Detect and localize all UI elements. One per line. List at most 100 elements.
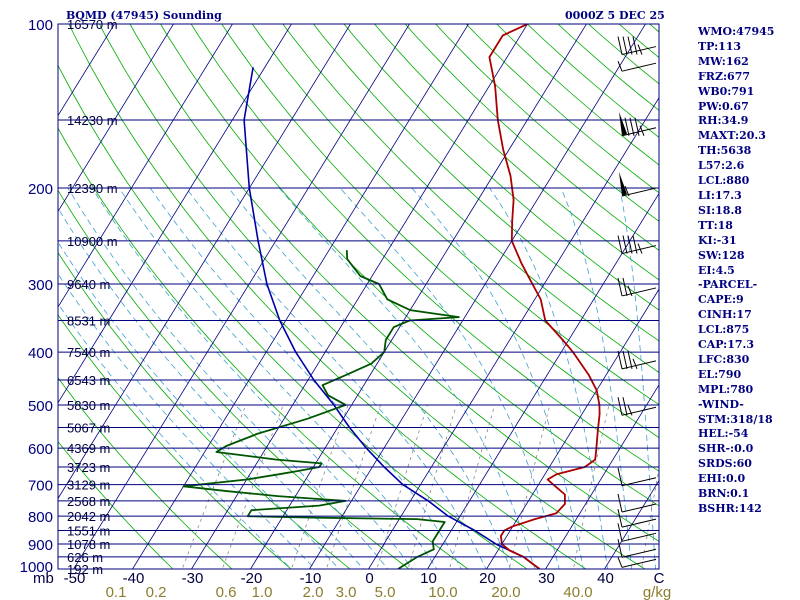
index-item: HEL:-54 (698, 427, 749, 441)
index-item: -PARCEL- (698, 278, 758, 292)
barb-feather (627, 350, 633, 369)
barb-staff (621, 558, 657, 568)
index-item: CINH:17 (698, 308, 752, 322)
index-item: TT:18 (698, 218, 733, 232)
barb-feather (634, 117, 640, 136)
height-label: 192 m (67, 562, 103, 577)
mixing-ratio-label: 3.0 (336, 584, 357, 600)
barb-feather (617, 467, 623, 486)
wind-barb (617, 397, 657, 416)
mixing-ratio-line (572, 404, 610, 569)
temperature-tick-label: 20 (479, 570, 496, 587)
pressure-tick-label: 500 (28, 398, 53, 415)
wind-barb (617, 557, 657, 568)
mixing-ratio-label: 10.0 (428, 584, 457, 600)
barb-feather (617, 36, 623, 55)
index-item: MPL:780 (698, 382, 754, 396)
dry-adiabat (129, 24, 659, 542)
barb-feather (632, 358, 638, 370)
pressure-tick-label: 700 (28, 478, 53, 495)
moist-adiabat (118, 187, 438, 569)
index-item: SI:18.8 (698, 203, 742, 217)
index-item: BRN:0.1 (698, 487, 750, 501)
mixing-ratio-line (181, 404, 247, 569)
barb-feather (622, 36, 628, 55)
barb-staff (621, 245, 657, 255)
index-item: LCL:880 (698, 174, 750, 188)
barb-pennant (619, 172, 627, 197)
wind-barb (617, 60, 657, 72)
index-item: CAP:17.3 (698, 338, 755, 352)
barb-feather (617, 277, 623, 297)
pressure-tick-label: 200 (28, 181, 53, 198)
height-label: 16570 m (67, 17, 118, 32)
index-item: SRDS:60 (698, 457, 752, 471)
moist-adiabat (58, 241, 340, 569)
temperature-trace (488, 24, 601, 569)
barb-feather (627, 235, 633, 254)
isotherm (0, 0, 12, 581)
index-item: FRZ:677 (698, 69, 751, 83)
mixing-ratio-line (221, 404, 284, 569)
moist-adiabat (149, 187, 462, 569)
dewpoint-trace (182, 250, 460, 569)
barb-feather (627, 36, 633, 55)
pressure-tick-label: 800 (28, 509, 53, 526)
mixing-ratio-label: 0.2 (146, 584, 167, 600)
isotherm (427, 192, 659, 569)
dry-adiabat (58, 440, 174, 569)
barb-staff (621, 406, 657, 416)
sounding-title: BQMD (47945) Sounding (66, 9, 222, 22)
wind-barb (617, 493, 657, 513)
barb-feather (637, 243, 643, 254)
pressure-tick-label: 900 (28, 537, 53, 554)
isotherm (58, 24, 174, 213)
mixing-ratio-line (641, 466, 659, 569)
isotherm (368, 97, 659, 569)
wind-barb (619, 111, 657, 137)
mixing-ratio-unit-label: g/kg (643, 584, 671, 600)
index-item: TH:5638 (698, 144, 752, 158)
index-item: TP:113 (698, 39, 742, 53)
height-label: 6543 m (67, 373, 110, 388)
barb-feather (629, 117, 635, 136)
barb-feather (617, 523, 623, 542)
isotherm (191, 24, 528, 569)
dry-adiabat (58, 314, 292, 569)
moist-adiabat (411, 187, 584, 569)
index-item: MW:162 (698, 54, 749, 68)
barb-feather (632, 235, 638, 254)
height-label: 1551 m (67, 524, 110, 539)
wind-barb (617, 36, 657, 56)
index-item: -WIND- (698, 397, 744, 411)
temperature-tick-label: 40 (597, 570, 614, 587)
isotherm (545, 384, 659, 569)
index-item: WMO:47945 (698, 25, 775, 38)
mixing-ratio-line (325, 404, 381, 569)
index-item: SW:128 (698, 248, 745, 262)
barb-feather (627, 405, 633, 416)
barb-feather (622, 350, 628, 369)
height-label: 2568 m (67, 494, 110, 509)
isotherm (250, 24, 587, 569)
isotherm (58, 24, 292, 404)
temperature-tick-label: -50 (64, 570, 86, 587)
mixing-ratio-line (407, 404, 457, 569)
pressure-tick-label: 400 (28, 345, 53, 362)
isotherm (58, 24, 351, 500)
dry-adiabat (58, 377, 233, 569)
index-item: PW:0.67 (698, 99, 749, 113)
height-label: 9640 m (67, 277, 110, 292)
index-item: KI:-31 (698, 233, 737, 247)
wind-barb (617, 509, 657, 528)
index-item: LCL:875 (698, 323, 750, 337)
moist-adiabat (58, 207, 364, 569)
mixing-ratio-label: 20.0 (491, 584, 520, 600)
wind-barb (617, 277, 657, 297)
mixing-ratio-label: 1.0 (252, 584, 273, 600)
dry-adiabat (58, 251, 351, 569)
index-item: CAPE:9 (698, 293, 744, 307)
dry-adiabat (68, 24, 587, 569)
height-label: 1078 m (67, 537, 110, 552)
moist-adiabat (58, 273, 316, 569)
